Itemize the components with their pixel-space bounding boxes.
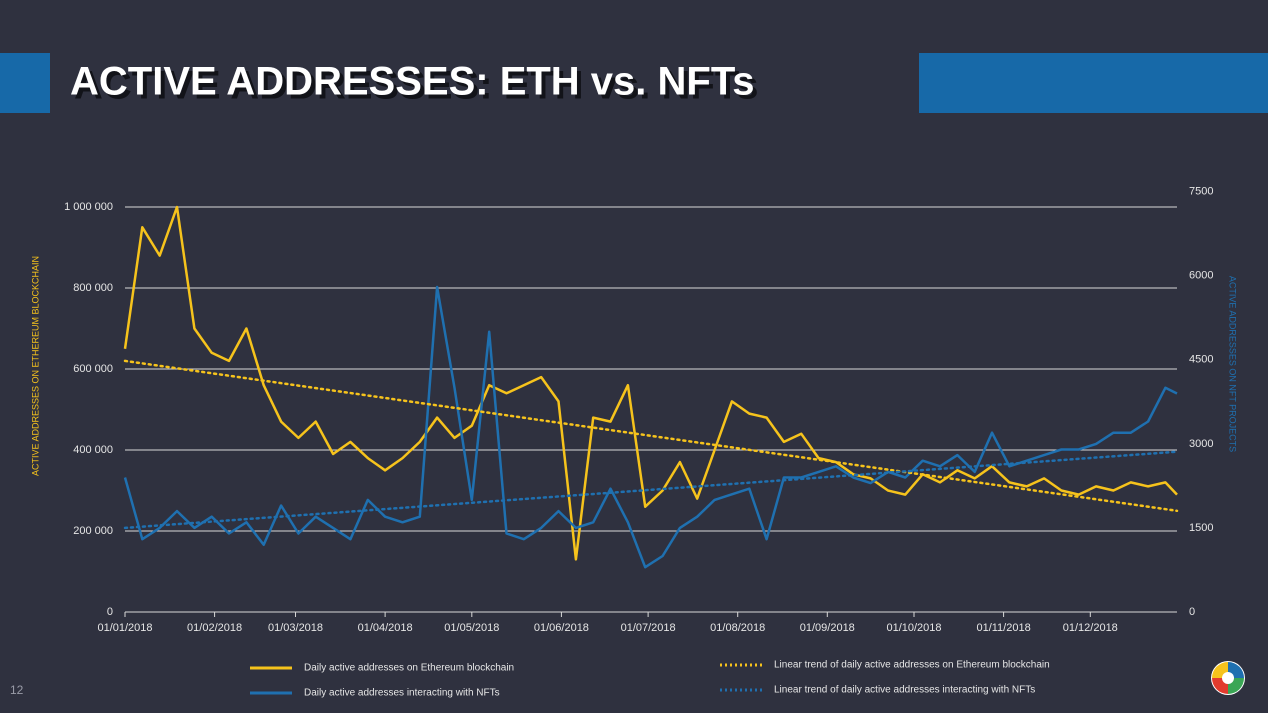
slide-title: ACTIVE ADDRESSES: ETH vs. NFTs [70, 60, 755, 104]
y-tick-label: 600 000 [73, 363, 113, 375]
y-tick-label: 800 000 [73, 282, 113, 294]
y-tick-label: 200 000 [73, 525, 113, 537]
x-tick-label: 01/03/2018 [268, 622, 323, 634]
y2-tick-label: 0 [1189, 606, 1195, 618]
x-tick-label: 01/09/2018 [800, 622, 855, 634]
x-tick-label: 01/11/2018 [976, 622, 1030, 634]
x-tick-label: 01/02/2018 [187, 622, 242, 634]
y2-tick-label: 6000 [1189, 270, 1213, 282]
y-axis-label: ACTIVE ADDRESSES ON ETHEREUM BLOCKCHAIN [30, 256, 40, 476]
x-tick-label: 01/06/2018 [534, 622, 589, 634]
y-tick-label: 400 000 [73, 444, 113, 456]
y2-axis-label: ACTIVE ADDRESSES ON NFT PROJECTS [1228, 276, 1238, 452]
y2-tick-label: 7500 [1189, 186, 1213, 198]
y2-tick-label: 4500 [1189, 354, 1213, 366]
logo [1211, 661, 1245, 695]
title-shadow: ACTIVE ADDRESSES: ETH vs. NFTs [74, 64, 759, 108]
series-line [123, 205, 1178, 561]
title-bar-right [919, 53, 1268, 113]
legend-label: Daily active addresses interacting with … [304, 688, 500, 699]
title-bar-left [0, 53, 50, 113]
x-tick-label: 01/10/2018 [886, 622, 941, 634]
x-tick-label: 01/07/2018 [621, 622, 676, 634]
trend-line [123, 450, 1179, 530]
x-tick-label: 01/08/2018 [710, 622, 765, 634]
y2-tick-label: 1500 [1189, 522, 1213, 534]
x-tick-label: 01/05/2018 [444, 622, 499, 634]
trend-line [123, 359, 1179, 513]
series-line [123, 285, 1178, 569]
legend-label: Linear trend of daily active addresses i… [774, 685, 1035, 696]
page-number: 12 [10, 683, 24, 697]
x-tick-label: 01/01/2018 [97, 622, 152, 634]
y-tick-label: 1 000 000 [64, 201, 113, 213]
y-tick-label: 0 [107, 606, 113, 618]
y2-tick-label: 3000 [1189, 438, 1213, 450]
x-tick-label: 01/12/2018 [1063, 622, 1118, 634]
logo-center [1222, 672, 1234, 684]
x-tick-label: 01/04/2018 [358, 622, 413, 634]
legend-label: Daily active addresses on Ethereum block… [304, 663, 514, 674]
legend-label: Linear trend of daily active addresses o… [774, 660, 1050, 671]
